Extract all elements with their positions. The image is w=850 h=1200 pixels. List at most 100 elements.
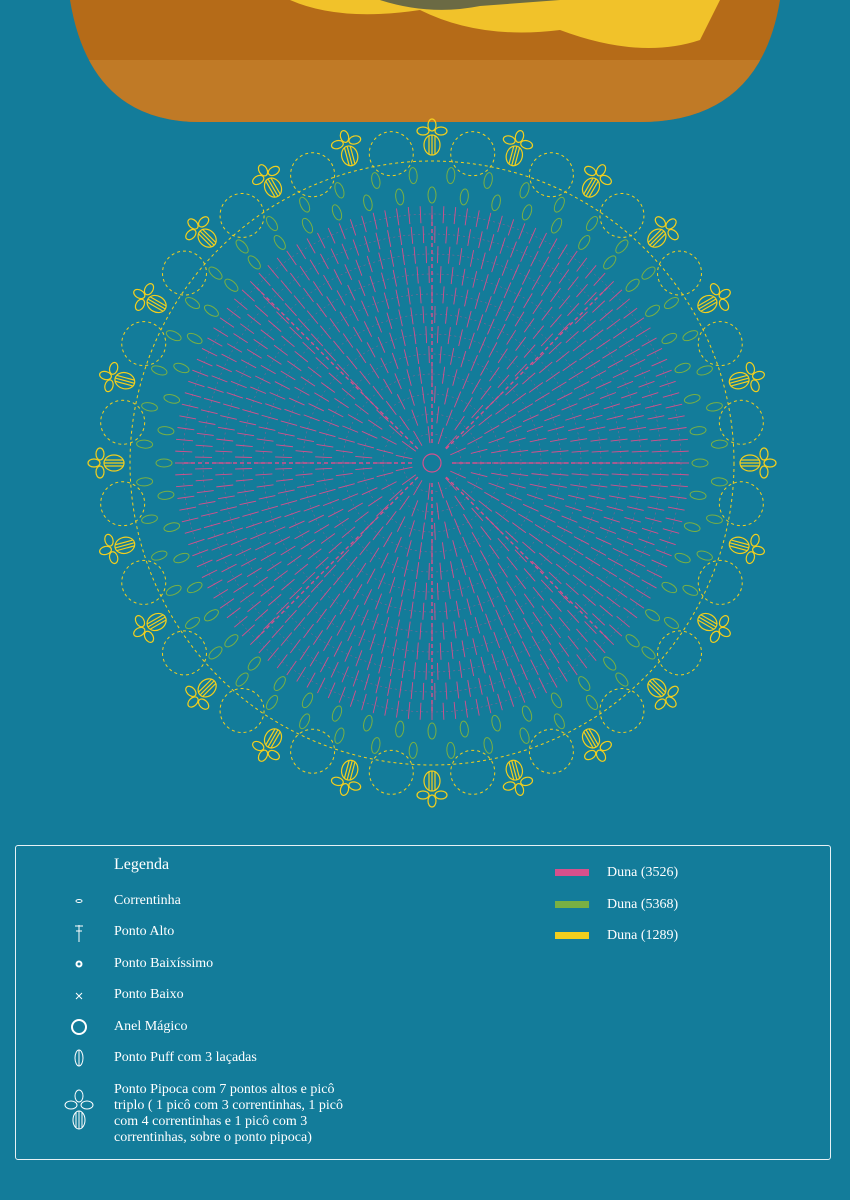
stitch — [588, 426, 606, 431]
stitch — [342, 493, 359, 501]
stitch — [505, 425, 522, 433]
stitch — [682, 330, 699, 342]
stitch — [460, 350, 467, 368]
stitch — [398, 309, 403, 327]
stitch — [287, 554, 302, 566]
stitch — [186, 332, 203, 345]
stitch — [216, 438, 234, 442]
stitch — [425, 582, 428, 600]
stitch — [697, 559, 743, 605]
stitch — [578, 526, 595, 534]
color-label: Duna (5368) — [607, 896, 679, 912]
legend-box — [15, 845, 831, 1160]
stitch — [595, 537, 612, 545]
stitch — [739, 447, 777, 479]
stitch — [233, 582, 248, 593]
stitch — [424, 502, 428, 520]
stitch — [296, 666, 307, 682]
stitch — [568, 370, 584, 381]
stitch — [631, 473, 649, 476]
stitch — [255, 542, 271, 551]
stitch — [441, 366, 446, 384]
stitch — [268, 320, 282, 332]
stitch — [366, 568, 376, 584]
stitch — [217, 426, 235, 431]
stitch — [641, 337, 657, 347]
stitch — [375, 232, 381, 250]
stitch — [528, 533, 544, 544]
stitch — [538, 232, 547, 249]
stitch — [646, 348, 663, 357]
stitch — [333, 340, 345, 355]
stitch — [245, 397, 263, 405]
stitch — [550, 692, 563, 709]
stitch — [662, 528, 680, 534]
stitch — [319, 325, 332, 340]
stitch — [198, 421, 216, 425]
stitch — [526, 493, 544, 501]
stitch — [165, 330, 182, 342]
stitch — [363, 714, 373, 732]
stitch — [572, 340, 587, 352]
stitch — [330, 759, 362, 796]
stitch — [491, 653, 498, 671]
stitch — [523, 344, 536, 358]
stitch — [271, 624, 284, 639]
stitch — [361, 487, 378, 496]
stitch — [372, 696, 378, 714]
stitch — [207, 533, 224, 540]
stitch — [219, 598, 235, 609]
stitch — [256, 484, 274, 488]
stitch — [659, 538, 676, 546]
stitch — [255, 473, 273, 476]
stitch — [468, 332, 475, 350]
stitch — [445, 409, 453, 426]
stitch — [203, 609, 219, 622]
stitch — [346, 355, 358, 370]
stitch — [260, 329, 275, 341]
stitch — [341, 666, 349, 683]
stitch — [561, 515, 578, 523]
stitch — [352, 670, 360, 687]
stitch — [226, 607, 241, 619]
stitch — [303, 504, 320, 512]
stitch — [576, 654, 588, 669]
stitch — [350, 604, 359, 621]
stitch — [245, 521, 263, 529]
stitch — [421, 386, 425, 404]
stitch — [578, 234, 591, 250]
stitch — [512, 522, 527, 534]
stitch — [163, 522, 181, 532]
stitch — [567, 250, 578, 266]
stitch — [226, 307, 241, 319]
stitch — [585, 359, 601, 370]
stitch — [361, 215, 367, 233]
stitch — [671, 450, 689, 453]
stitch — [445, 682, 448, 700]
stitch — [629, 598, 645, 609]
stitch — [398, 680, 403, 698]
stitch — [529, 437, 547, 443]
stitch — [518, 686, 526, 703]
stitch — [567, 303, 580, 317]
stitch — [276, 602, 289, 615]
stitch — [422, 602, 425, 620]
stitch — [579, 349, 594, 361]
stitch — [408, 741, 418, 759]
photo — [70, 0, 780, 122]
stitch — [281, 335, 295, 348]
stitch — [442, 702, 445, 720]
stitch — [155, 458, 173, 468]
stitch — [484, 491, 500, 501]
stitch — [219, 688, 265, 734]
stitch — [401, 661, 405, 679]
stitch — [404, 267, 408, 285]
stitch — [470, 448, 488, 454]
stitch — [334, 397, 349, 409]
stitch — [261, 505, 279, 512]
stitch — [607, 557, 624, 567]
stitch — [185, 216, 217, 248]
stitch — [615, 672, 629, 687]
stitch — [647, 506, 665, 511]
stitch — [203, 304, 219, 317]
